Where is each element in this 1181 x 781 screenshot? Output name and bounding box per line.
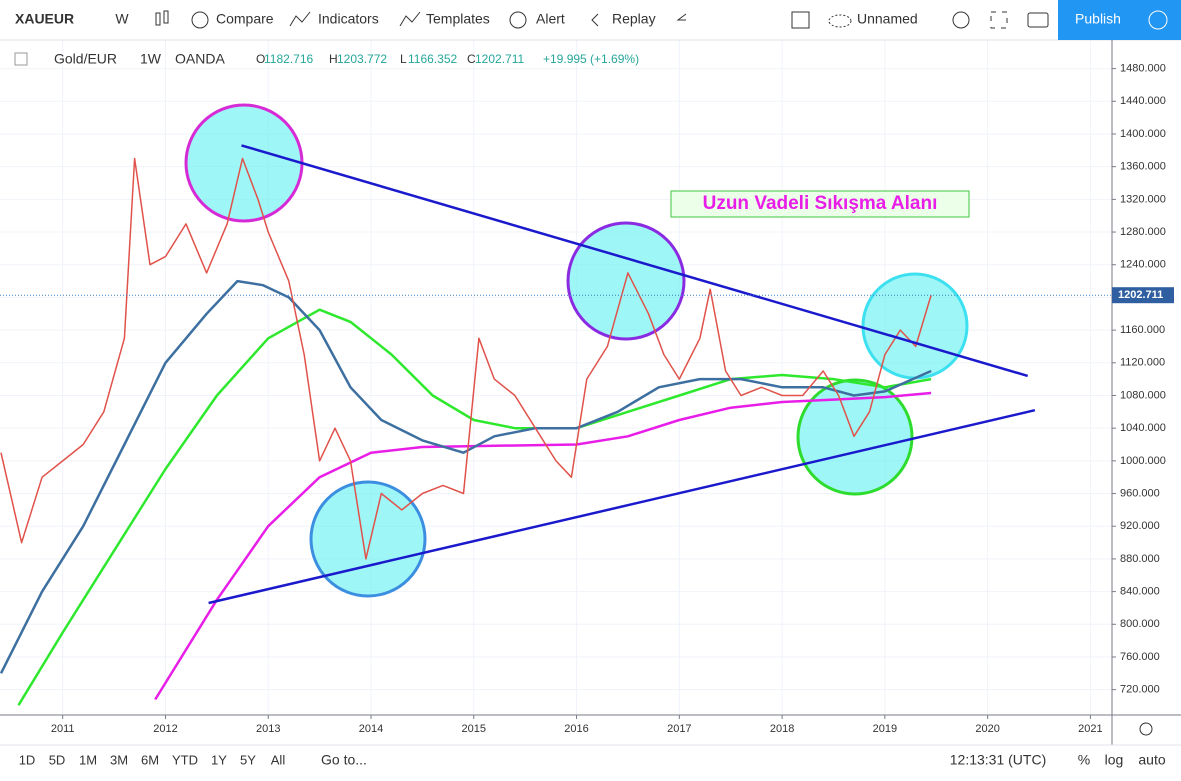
ohlc-key: C bbox=[467, 52, 476, 66]
y-tick-label: 880.000 bbox=[1120, 553, 1160, 565]
range-button[interactable]: YTD bbox=[172, 752, 198, 767]
layout-icon[interactable] bbox=[791, 11, 810, 29]
range-button[interactable]: All bbox=[271, 752, 286, 767]
price-line bbox=[0, 157, 932, 560]
legend-interval: 1W bbox=[140, 51, 162, 67]
annotation: Uzun Vadeli Sıkışma Alanı bbox=[703, 193, 938, 214]
alert-button[interactable]: Alert bbox=[536, 11, 565, 27]
trend-line bbox=[208, 408, 1036, 605]
x-tick-label: 2013 bbox=[256, 723, 280, 735]
x-tick-label: 2016 bbox=[564, 723, 588, 735]
y-tick-label: 840.000 bbox=[1120, 586, 1160, 598]
last-price-label: 1202.711 bbox=[1118, 289, 1163, 301]
ohlc-value: 1182.716 bbox=[264, 52, 313, 66]
y-tick-label: 720.000 bbox=[1120, 684, 1160, 696]
x-tick-label: 2014 bbox=[359, 723, 383, 735]
indicators-button[interactable]: Indicators bbox=[318, 11, 379, 27]
highlight-circle bbox=[796, 378, 914, 496]
ohlc-key: O bbox=[256, 52, 265, 66]
range-button[interactable]: 3M bbox=[110, 752, 128, 767]
y-tick-label: 1280.000 bbox=[1120, 226, 1166, 238]
annotation-box bbox=[670, 190, 970, 218]
symbol[interactable]: XAUEUR bbox=[15, 11, 74, 27]
plot bbox=[0, 144, 1036, 706]
ohlc-value: 1203.772 bbox=[337, 52, 387, 66]
x-tick-label: 2017 bbox=[667, 723, 691, 735]
x-tick-label: 2012 bbox=[153, 723, 177, 735]
ohlc-value: 1202.711 bbox=[475, 52, 524, 66]
settings-icon[interactable] bbox=[952, 11, 970, 29]
percent-toggle[interactable]: % bbox=[1078, 752, 1090, 768]
axis-settings-icon[interactable] bbox=[1139, 722, 1153, 736]
compare-button[interactable]: Compare bbox=[216, 11, 274, 27]
range-button[interactable]: 6M bbox=[141, 752, 159, 767]
replay-button[interactable]: Replay bbox=[612, 11, 656, 27]
y-tick-label: 1360.000 bbox=[1120, 161, 1166, 173]
y-tick-label: 1160.000 bbox=[1120, 324, 1165, 336]
ohlc-key: L bbox=[400, 52, 407, 66]
templates-icon[interactable] bbox=[399, 11, 421, 27]
x-tick-label: 2019 bbox=[873, 723, 897, 735]
toolbar bbox=[0, 0, 1181, 40]
layout-name[interactable]: Unnamed bbox=[857, 11, 918, 27]
highlight-circle bbox=[861, 272, 969, 380]
highlight-circle bbox=[309, 480, 427, 598]
y-tick-label: 1400.000 bbox=[1120, 128, 1166, 140]
x-tick-label: 2011 bbox=[51, 723, 75, 735]
ohlc-value: 1166.352 bbox=[408, 52, 457, 66]
y-tick-label: 1240.000 bbox=[1120, 259, 1166, 271]
moving-average bbox=[17, 308, 932, 706]
range-button[interactable]: 1M bbox=[79, 752, 97, 767]
x-tick-label: 2018 bbox=[770, 723, 794, 735]
y-tick-label: 1320.000 bbox=[1120, 193, 1166, 205]
x-tick-label: 2015 bbox=[462, 723, 486, 735]
trend-line bbox=[241, 144, 1029, 378]
stream-icon[interactable] bbox=[1148, 10, 1168, 30]
x-tick-label: 2020 bbox=[975, 723, 999, 735]
candle-icon[interactable] bbox=[155, 10, 169, 26]
legend-toggle[interactable] bbox=[14, 52, 28, 66]
goto-button[interactable]: Go to... bbox=[321, 752, 367, 768]
y-tick-label: 1040.000 bbox=[1120, 422, 1166, 434]
snapshot-icon[interactable] bbox=[1027, 12, 1049, 28]
y-tick-label: 1120.000 bbox=[1120, 357, 1165, 369]
y-tick-label: 760.000 bbox=[1120, 651, 1160, 663]
publish-button[interactable]: Publish bbox=[1075, 11, 1121, 27]
publish-button-bg[interactable] bbox=[1058, 0, 1140, 40]
range-button[interactable]: 5Y bbox=[240, 752, 256, 767]
x-tick-label: 2021 bbox=[1078, 723, 1102, 735]
cloud-icon[interactable] bbox=[828, 14, 852, 28]
undo-icon[interactable] bbox=[676, 13, 687, 21]
range-button[interactable]: 5D bbox=[49, 752, 66, 767]
legend-name: Gold/EUR bbox=[54, 51, 117, 67]
fullscreen-icon[interactable] bbox=[990, 11, 1008, 29]
range-button[interactable]: 1Y bbox=[211, 752, 227, 767]
y-tick-label: 1080.000 bbox=[1120, 389, 1166, 401]
stream-button[interactable] bbox=[1140, 0, 1181, 40]
compare-icon[interactable] bbox=[191, 11, 209, 29]
y-tick-label: 1000.000 bbox=[1120, 455, 1166, 467]
last-price-box bbox=[1112, 287, 1174, 304]
indicators-icon[interactable] bbox=[289, 11, 311, 27]
interval-button[interactable]: W bbox=[115, 11, 129, 27]
legend-change: +19.995 (+1.69%) bbox=[543, 52, 639, 66]
range-button[interactable]: 1D bbox=[19, 752, 36, 767]
moving-average bbox=[0, 279, 932, 674]
replay-icon[interactable] bbox=[591, 13, 599, 27]
y-tick-label: 800.000 bbox=[1120, 618, 1160, 630]
legend-source: OANDA bbox=[175, 51, 225, 67]
auto-toggle[interactable]: auto bbox=[1138, 752, 1165, 768]
clock: 12:13:31 (UTC) bbox=[950, 752, 1046, 768]
y-tick-label: 1480.000 bbox=[1120, 63, 1166, 75]
alert-icon[interactable] bbox=[509, 11, 527, 29]
y-tick-label: 960.000 bbox=[1120, 487, 1160, 499]
y-tick-label: 1440.000 bbox=[1120, 95, 1166, 107]
y-tick-label: 920.000 bbox=[1120, 520, 1160, 532]
ohlc-key: H bbox=[329, 52, 338, 66]
log-toggle[interactable]: log bbox=[1105, 752, 1124, 768]
range-buttons: 1D 5D 1M 3M 6M YTD 1Y 5Y All bbox=[19, 752, 286, 767]
templates-button[interactable]: Templates bbox=[426, 11, 490, 27]
